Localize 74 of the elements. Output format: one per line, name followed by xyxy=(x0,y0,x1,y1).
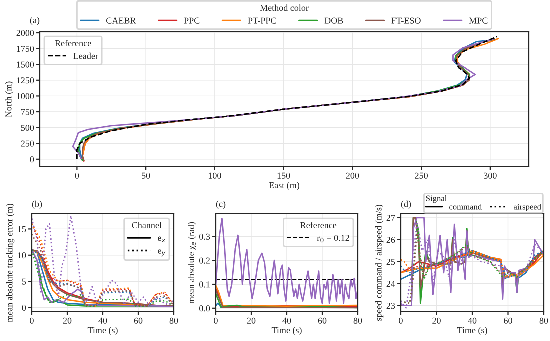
x-tick-label: 50 xyxy=(142,172,150,179)
y-tick-label: 1500 xyxy=(17,62,34,68)
y-axis-title: mean absolute tracking error (m) xyxy=(6,204,15,322)
y-tick-label: 0 xyxy=(30,156,34,163)
x-tick-label: 40 xyxy=(282,318,292,324)
legend-label: DOB xyxy=(324,18,344,24)
y-tick-label: 23 xyxy=(386,303,396,310)
y-tick-label: 2000 xyxy=(16,30,34,36)
legend-label: PT-PPC xyxy=(248,18,276,24)
x-tick-label: 300 xyxy=(484,172,497,179)
chart-title: (a) xyxy=(30,17,40,26)
x-tick-label: 20 xyxy=(63,318,72,324)
x-tick-label: 80 xyxy=(540,318,548,324)
x-tick-label: 0 xyxy=(75,172,80,179)
legend-label: FT-ESO xyxy=(392,18,421,24)
y-tick-label: 500 xyxy=(21,124,34,132)
x-axis-title: Time (s) xyxy=(457,327,488,336)
annotation: Reference xyxy=(55,40,92,46)
y-tick-label: 15 xyxy=(18,226,26,232)
y-tick-label: 0.0 xyxy=(200,306,210,312)
text: command xyxy=(450,204,482,210)
x-tick-label: 20 xyxy=(432,318,441,324)
y-tick-label: 0.1 xyxy=(200,282,210,288)
y-axis-title: North (m) xyxy=(5,82,14,118)
chart-title: (c) xyxy=(216,200,226,210)
y-tick-label: 1250 xyxy=(17,78,34,84)
x-tick-label: 40 xyxy=(468,318,477,324)
line-series xyxy=(216,218,358,304)
legend-label: PPC xyxy=(184,18,200,24)
y-tick-label: 25 xyxy=(386,259,396,266)
y-tick-label: 250 xyxy=(21,140,34,147)
x-tick-label: 60 xyxy=(318,318,327,324)
x-axis-title: Time (s) xyxy=(272,327,302,336)
y-axis-title: speed command / airspeed (m/s) xyxy=(375,204,384,322)
y-tick-label: 0.3 xyxy=(200,234,210,240)
legend-label: MPC xyxy=(469,18,488,24)
x-tick-label: 150 xyxy=(278,172,290,179)
y-tick-label: 1750 xyxy=(17,46,34,52)
x-tick-label: 250 xyxy=(415,172,428,179)
x-axis-title: Time (s) xyxy=(88,327,118,336)
x-tick-label: 20 xyxy=(247,318,256,324)
text: airspeed xyxy=(514,204,542,212)
x-tick-label: 80 xyxy=(170,318,178,324)
legend-title: Reference xyxy=(300,222,337,228)
legend-title: Method color xyxy=(260,4,309,12)
x-tick-label: 60 xyxy=(504,318,512,324)
y-tick-label: 27 xyxy=(386,215,396,222)
x-axis-title: East (m) xyxy=(269,182,300,190)
annotation: e$_{y}$ xyxy=(158,250,166,257)
legend-title: Channel xyxy=(132,222,162,228)
chart-title: (d) xyxy=(401,200,412,210)
annotation: e$_{x}$ xyxy=(158,236,166,243)
legend-label: CAEBR xyxy=(106,18,136,24)
x-tick-label: 0 xyxy=(214,318,218,324)
x-tick-label: 60 xyxy=(134,318,143,324)
y-tick-label: 0.2 xyxy=(200,258,210,264)
y-tick-label: 10 xyxy=(18,252,26,259)
chart-title: (b) xyxy=(32,200,42,210)
x-tick-label: 40 xyxy=(98,318,108,324)
line-series xyxy=(216,285,358,308)
legend-label: Leader xyxy=(74,52,98,60)
x-tick-label: 200 xyxy=(346,172,360,179)
legend-label: r$_{0}$ = 0.12 xyxy=(317,235,350,243)
y-tick-label: 750 xyxy=(22,109,34,116)
x-tick-label: 0 xyxy=(399,318,403,324)
y-tick-label: 26 xyxy=(386,237,396,244)
x-tick-label: 100 xyxy=(208,172,222,179)
y-tick-label: 1000 xyxy=(17,93,34,100)
y-axis-title: mean absolute χ$_{e}$ (rad) xyxy=(188,222,196,304)
y-tick-label: 24 xyxy=(386,281,396,288)
y-tick-label: 0 xyxy=(22,304,26,312)
x-tick-label: 80 xyxy=(354,318,362,324)
legend-title: Signal xyxy=(426,195,448,204)
y-tick-label: 5 xyxy=(22,278,26,285)
